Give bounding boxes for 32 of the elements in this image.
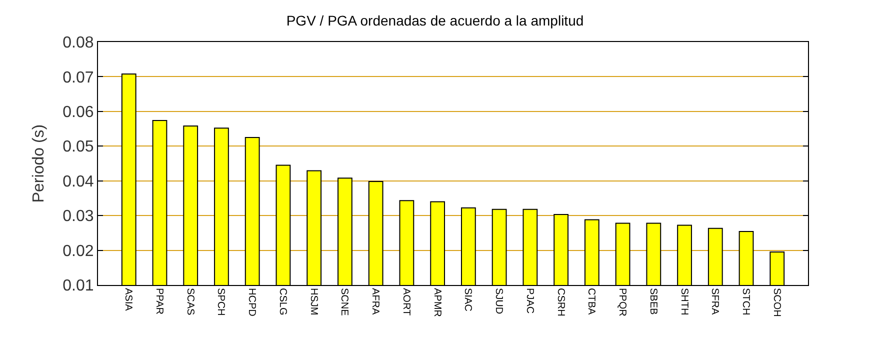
y-tick-label: 0.02 <box>62 242 94 260</box>
x-tick-label: SCAS <box>184 288 196 316</box>
x-tick-label: HSJM <box>308 288 319 316</box>
x-tick-label: SPCH <box>215 288 226 316</box>
y-tick-label: 0.03 <box>62 208 94 226</box>
x-tick-label: PPQR <box>616 288 628 316</box>
x-tick-label: SHTH <box>678 288 690 316</box>
x-tick-label: PJAC <box>524 288 535 314</box>
y-tick-label: 0.07 <box>62 69 94 86</box>
y-tick-label: 0.05 <box>62 138 94 156</box>
x-tick-label: SFRA <box>709 288 720 315</box>
x-tick-label: SJUD <box>493 288 504 314</box>
y-axis-title: Periodo (s) <box>30 124 48 203</box>
x-tick-label: AFRA <box>370 288 381 315</box>
y-tick-label: 0.08 <box>62 34 94 52</box>
x-tick-label: AORT <box>400 288 412 316</box>
x-tick-label: CTBA <box>586 288 597 315</box>
y-tick-label: 0.01 <box>62 278 94 295</box>
x-tick-label: STCH <box>740 288 752 316</box>
y-tick-label: 0.06 <box>62 104 94 122</box>
x-tick-label: CSRH <box>554 288 566 316</box>
x-tick-label: SCOH <box>770 288 782 317</box>
x-tick-label: APMR <box>431 288 442 317</box>
x-tick-label: CSLG <box>276 288 288 316</box>
x-tick-label: SBEB <box>647 288 658 316</box>
x-tick-label: ASIA <box>122 288 134 312</box>
x-tick-label: HCPD <box>246 288 258 316</box>
x-tick-label: SIAC <box>462 288 474 312</box>
y-tick-label: 0.04 <box>62 173 94 190</box>
x-tick-label: PPAR <box>153 288 164 314</box>
chart-title: PGV / PGA ordenadas de acuerdo a la amplitud <box>286 12 584 29</box>
x-tick-label: SCNE <box>338 288 350 316</box>
